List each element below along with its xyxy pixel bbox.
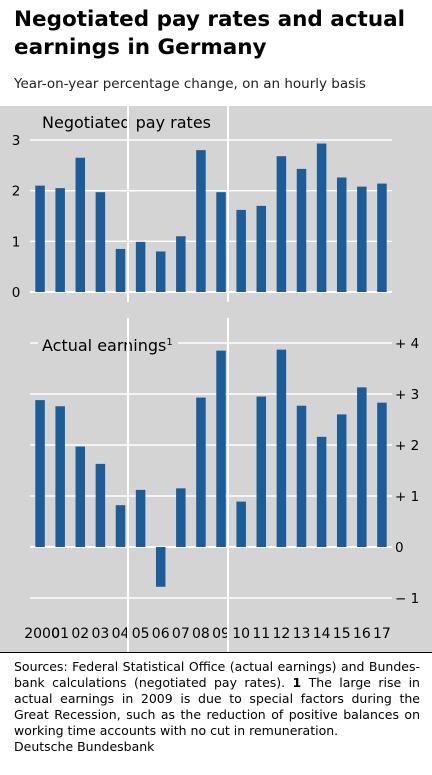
negotiated-pay-bar-10	[236, 209, 246, 292]
x-tick-label-08: 08	[192, 626, 210, 642]
negotiated-pay-bar-2000	[35, 185, 45, 292]
actual-earnings-bar-2000	[35, 400, 45, 547]
chart-subtitle: Year-on-year percentage change, on an ho…	[14, 76, 366, 92]
negotiated-pay-tick-label: 1	[12, 234, 21, 250]
negotiated-pay-bar-13	[296, 168, 307, 292]
sources-note: Sources: Federal Statistical Office (act…	[14, 659, 420, 739]
panel-gap	[0, 302, 432, 318]
actual-earnings-title-bg	[38, 332, 178, 358]
x-axis-strip	[0, 618, 432, 652]
x-tick-label-2000: 2000	[24, 626, 60, 642]
actual-earnings-bar-01	[55, 406, 65, 547]
actual-earnings-tick-label: + 1	[395, 489, 419, 505]
actual-earnings-panel: − 1 0 + 1 + 2 + 3 + 4 Actual earnings1	[30, 332, 419, 607]
actual-earnings-bar-09	[216, 350, 226, 547]
x-tick-label-15: 15	[333, 626, 351, 642]
negotiated-pay-bar-06	[155, 251, 166, 292]
x-tick-label-14: 14	[313, 626, 331, 642]
x-tick-label-03: 03	[91, 626, 109, 642]
actual-earnings-bar-11	[256, 396, 267, 547]
x-tick-label-07: 07	[172, 626, 190, 642]
x-tick-label-02: 02	[71, 626, 89, 642]
plot-background	[0, 106, 432, 652]
actual-earnings-bar-05	[135, 489, 146, 547]
negotiated-pay-bar-07	[176, 236, 186, 292]
actual-earnings-title: Actual earnings1	[42, 336, 173, 355]
negotiated-pay-bar-14	[316, 143, 327, 292]
actual-earnings-title-note: 1	[166, 337, 172, 348]
negotiated-pay-tick-label: 2	[12, 184, 21, 200]
negotiated-pay-bar-09	[216, 192, 226, 292]
actual-earnings-tick-label: − 1	[395, 591, 419, 607]
x-tick-label-01: 01	[51, 626, 69, 642]
x-tick-label-16: 16	[353, 626, 371, 642]
x-tick-label-09: 09	[212, 626, 230, 642]
actual-earnings-bar-17	[377, 402, 387, 547]
negotiated-pay-bar-17	[377, 183, 387, 292]
footnote-text: The large rise in actual earnings in 200…	[14, 675, 420, 738]
negotiated-pay-bar-01	[55, 188, 65, 292]
actual-earnings-bar-03	[95, 463, 106, 547]
actual-earnings-bar-07	[176, 488, 186, 547]
negotiated-pay-bar-03	[95, 192, 106, 292]
negotiated-pay-bar-11	[256, 205, 267, 292]
negotiated-pay-bar-04	[115, 248, 126, 292]
sources-text: Sources: Federal Statistical Office (act…	[14, 659, 420, 690]
publisher: Deutsche Bundesbank	[14, 739, 155, 754]
negotiated-pay-title: Negotiated pay rates	[42, 113, 211, 132]
actual-earnings-tick-label: 0	[395, 540, 404, 556]
actual-earnings-bar-16	[357, 387, 367, 547]
negotiated-pay-bar-05	[135, 241, 146, 292]
negotiated-pay-tick-label: 0	[12, 285, 21, 301]
footnote-marker: 1	[292, 675, 302, 690]
negotiated-pay-bar-08	[196, 150, 206, 292]
x-tick-label-10: 10	[232, 626, 250, 642]
negotiated-pay-tick-label: 3	[12, 133, 21, 149]
x-tick-label-05: 05	[132, 626, 150, 642]
actual-earnings-bar-04	[115, 505, 126, 547]
negotiated-pay-bar-16	[357, 186, 367, 292]
actual-earnings-tick-label: + 4	[395, 336, 419, 352]
actual-earnings-bar-14	[316, 436, 327, 547]
x-tick-label-13: 13	[293, 626, 311, 642]
actual-earnings-bar-10	[236, 501, 246, 547]
x-tick-label-04: 04	[112, 626, 130, 642]
footer: Sources: Federal Statistical Office (act…	[0, 652, 432, 775]
actual-earnings-tick-label: + 2	[395, 438, 419, 454]
x-tick-label-17: 17	[373, 626, 391, 642]
x-tick-label-06: 06	[152, 626, 170, 642]
actual-earnings-bar-02	[75, 446, 86, 547]
actual-earnings-bar-08	[196, 397, 206, 547]
actual-earnings-bar-12	[276, 349, 287, 547]
negotiated-pay-bar-15	[336, 177, 347, 292]
chart-area: 0 1 2 3 Negotiated pay rates − 1 0 + 1 + 2 + 3 + …	[0, 106, 432, 652]
actual-earnings-bar-15	[336, 414, 347, 547]
chart-title: Negotiated pay rates and actual earnings…	[14, 7, 406, 60]
actual-earnings-tick-label: + 3	[395, 387, 419, 403]
negotiated-pay-bar-02	[75, 157, 86, 292]
actual-earnings-bar-13	[296, 405, 307, 547]
actual-earnings-bar-06	[155, 547, 166, 587]
x-tick-label-11: 11	[252, 626, 270, 642]
negotiated-pay-bar-12	[276, 156, 287, 292]
x-tick-label-12: 12	[272, 626, 290, 642]
